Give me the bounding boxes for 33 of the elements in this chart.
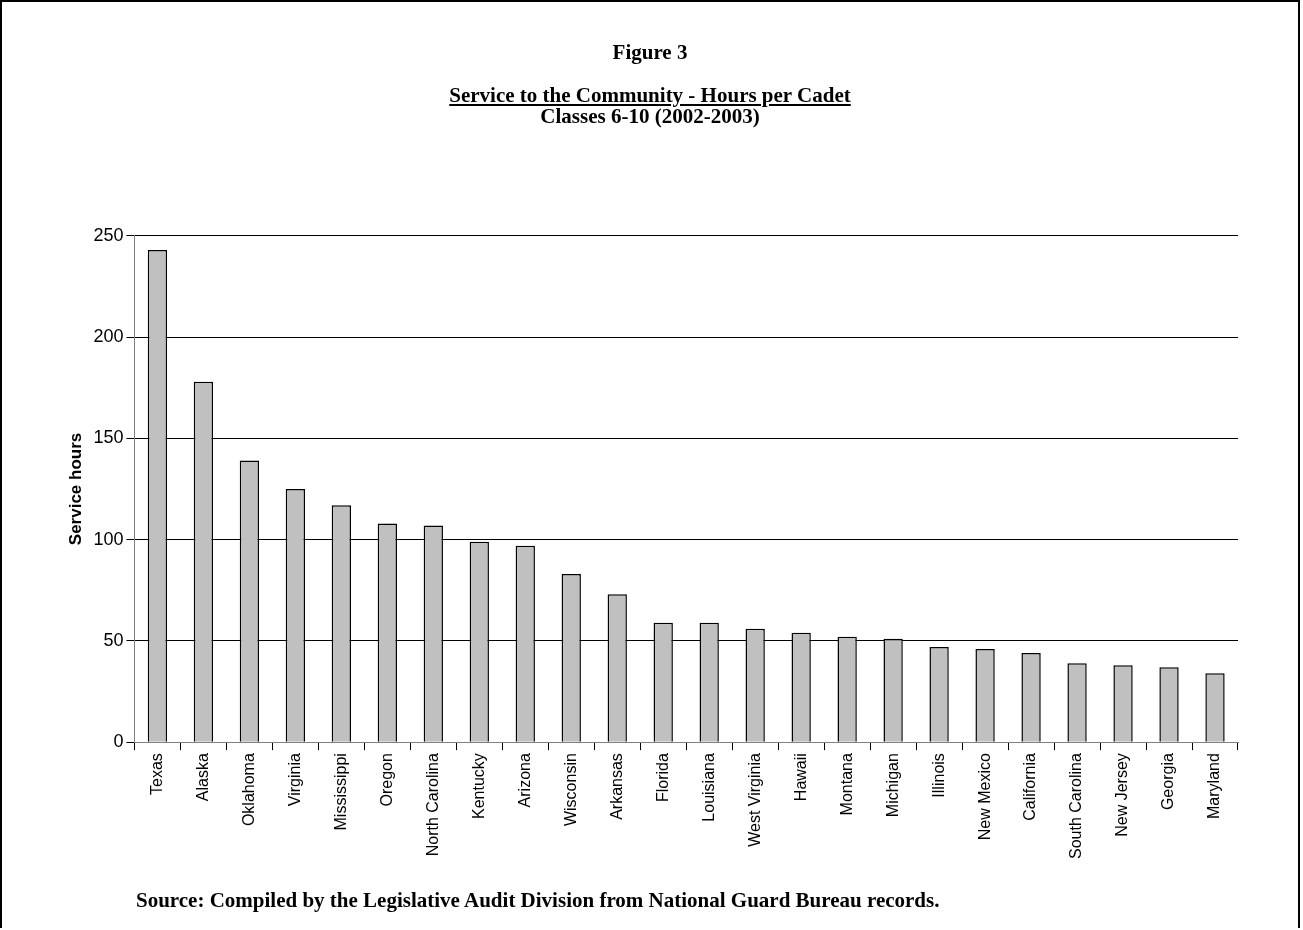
x-tick-label: Texas xyxy=(147,753,165,795)
x-tick-label: New Mexico xyxy=(975,753,993,841)
x-tick-label: Georgia xyxy=(1159,753,1177,811)
x-tick-label: Arizona xyxy=(515,753,533,808)
x-tick-label: Oregon xyxy=(377,753,395,807)
x-tick-label: Virginia xyxy=(285,753,303,807)
y-tick-label: 50 xyxy=(103,629,124,650)
y-tick-label: 100 xyxy=(93,528,124,549)
x-tick-label: Wisconsin xyxy=(561,753,579,827)
y-tick-label: 0 xyxy=(113,731,124,752)
x-tick-label: Michigan xyxy=(883,753,901,818)
y-tick-label: 200 xyxy=(93,326,124,347)
chart-title: Figure 3 xyxy=(611,40,689,65)
x-tick-label: Illinois xyxy=(929,753,947,798)
x-tick-label: Mississippi xyxy=(331,753,349,831)
y-tick-label: 250 xyxy=(93,224,124,245)
source-note: Source: Compiled by the Legislative Audit Division from National Guard Bureau records. xyxy=(136,888,940,913)
x-tick-label: Montana xyxy=(837,753,855,816)
x-tick-label: Maryland xyxy=(1205,753,1223,819)
x-tick-label: West Virginia xyxy=(745,753,763,847)
y-axis-title: Service hours xyxy=(65,432,85,546)
x-tick-label: Kentucky xyxy=(469,753,487,819)
x-tick-label: Florida xyxy=(653,753,671,803)
y-tick-label: 150 xyxy=(93,427,124,448)
x-tick-label: Alaska xyxy=(193,753,211,802)
x-tick-label: Oklahoma xyxy=(239,753,257,827)
x-tick-label: North Carolina xyxy=(423,753,441,857)
x-tick-label: California xyxy=(1021,753,1039,821)
x-tick-label: Louisiana xyxy=(699,753,717,822)
x-tick-label: New Jersey xyxy=(1113,753,1131,837)
x-tick-label: South Carolina xyxy=(1067,753,1085,859)
x-tick-label: Hawaii xyxy=(791,753,809,802)
x-tick-label: Arkansas xyxy=(607,753,625,820)
